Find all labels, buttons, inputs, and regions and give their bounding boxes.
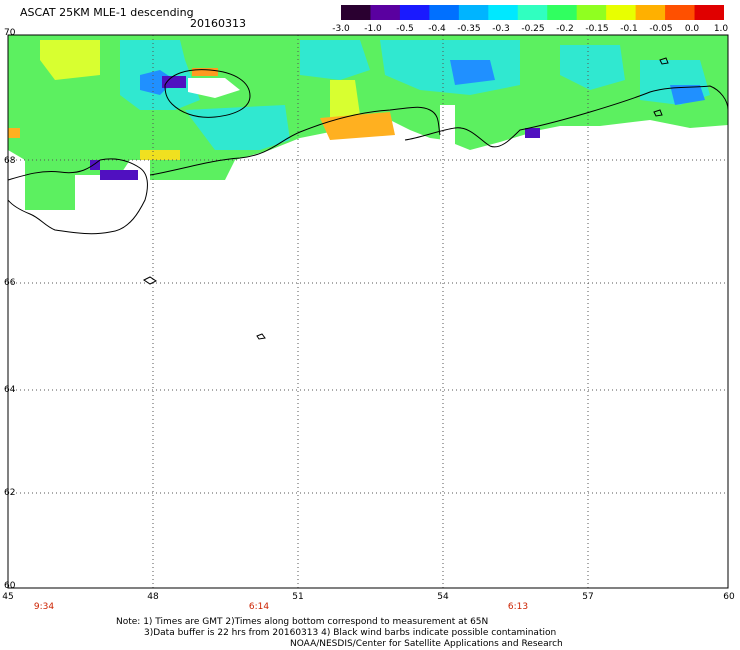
colorbar-segment bbox=[341, 5, 372, 20]
lat-label: 62 bbox=[4, 488, 16, 498]
data-region-yellow-3 bbox=[140, 150, 180, 160]
data-region-blue-3 bbox=[670, 85, 705, 105]
colorbar-segment bbox=[399, 5, 430, 20]
time-label: 6:14 bbox=[248, 602, 270, 612]
lat-label: 70 bbox=[4, 28, 16, 38]
colorbar-segment bbox=[635, 5, 666, 20]
colorbar-tick: -1.0 bbox=[364, 24, 382, 34]
note-line-3: NOAA/NESDIS/Center for Satellite Applica… bbox=[290, 639, 563, 649]
colorbar-segment bbox=[547, 5, 578, 20]
lon-label: 51 bbox=[292, 592, 304, 602]
wind-data-field bbox=[8, 35, 728, 210]
data-region-blue-2 bbox=[450, 60, 495, 85]
lon-label: 60 bbox=[723, 592, 735, 602]
lat-label: 64 bbox=[4, 385, 16, 395]
data-region-orange-2 bbox=[8, 128, 20, 138]
lat-label: 66 bbox=[4, 278, 16, 288]
colorbar-segment bbox=[606, 5, 637, 20]
colorbar-segment bbox=[370, 5, 401, 20]
data-region-purple-1 bbox=[100, 170, 138, 180]
map-frame bbox=[7, 34, 729, 589]
lon-label: 48 bbox=[147, 592, 159, 602]
colorbar-tick: -0.2 bbox=[556, 24, 574, 34]
colorbar-segment bbox=[576, 5, 607, 20]
colorbar-segment bbox=[517, 5, 548, 20]
colorbar-tick: -0.3 bbox=[492, 24, 510, 34]
colorbar-tick: 0.0 bbox=[684, 24, 700, 34]
coastline-cheshskaya bbox=[149, 106, 441, 176]
data-region-yellow-1 bbox=[40, 40, 100, 80]
time-label: 9:34 bbox=[33, 602, 55, 612]
colorbar-segment bbox=[694, 5, 724, 20]
data-region-cyan-2 bbox=[300, 40, 370, 80]
colorbar-tick: -3.0 bbox=[332, 24, 350, 34]
coastline-islet-3 bbox=[653, 109, 663, 117]
time-label: 6:13 bbox=[507, 602, 529, 612]
data-region-cyan-4 bbox=[560, 45, 625, 90]
coastline-islet-2 bbox=[256, 333, 266, 340]
coastline-kanin bbox=[7, 158, 148, 235]
data-region-yellow-2 bbox=[330, 80, 360, 120]
map-title: ASCAT 25KM MLE-1 descending bbox=[20, 6, 194, 19]
colorbar bbox=[341, 5, 724, 20]
lon-label: 45 bbox=[2, 592, 14, 602]
colorbar-segment bbox=[429, 5, 460, 20]
colorbar-tick: -0.05 bbox=[649, 24, 673, 34]
data-region-orange-3 bbox=[192, 68, 218, 76]
coastline-kolguev bbox=[164, 69, 251, 118]
colorbar-segment bbox=[665, 5, 696, 20]
note-line-2: 3)Data buffer is 22 hrs from 20160313 4)… bbox=[144, 628, 557, 638]
no-data-gap-1 bbox=[188, 78, 240, 98]
coastline-islet-4 bbox=[659, 57, 669, 65]
coastline bbox=[7, 57, 729, 340]
lat-label: 68 bbox=[4, 156, 16, 166]
lon-label: 54 bbox=[437, 592, 449, 602]
colorbar-tick: 1.0 bbox=[713, 24, 729, 34]
coastline-islet-1 bbox=[143, 276, 157, 285]
colorbar-tick: -0.5 bbox=[396, 24, 414, 34]
lon-label: 57 bbox=[582, 592, 594, 602]
colorbar-tick: -0.15 bbox=[585, 24, 609, 34]
lat-label: 60 bbox=[4, 581, 16, 591]
map-date: 20160313 bbox=[190, 17, 246, 30]
colorbar-segment bbox=[458, 5, 489, 20]
coastline-yamal-shore bbox=[404, 85, 729, 148]
data-region-purple-2 bbox=[162, 76, 186, 88]
colorbar-tick: -0.4 bbox=[428, 24, 446, 34]
no-data-gap-2 bbox=[440, 105, 455, 150]
data-region-cyan-6 bbox=[185, 105, 290, 150]
colorbar-tick: -0.35 bbox=[457, 24, 481, 34]
colorbar-tick: -0.1 bbox=[620, 24, 638, 34]
colorbar-segment bbox=[488, 5, 519, 20]
gridlines bbox=[8, 35, 728, 588]
data-region-purple-3 bbox=[525, 128, 540, 138]
colorbar-tick: -0.25 bbox=[521, 24, 545, 34]
note-line-1: Note: 1) Times are GMT 2)Times along bot… bbox=[116, 617, 489, 627]
